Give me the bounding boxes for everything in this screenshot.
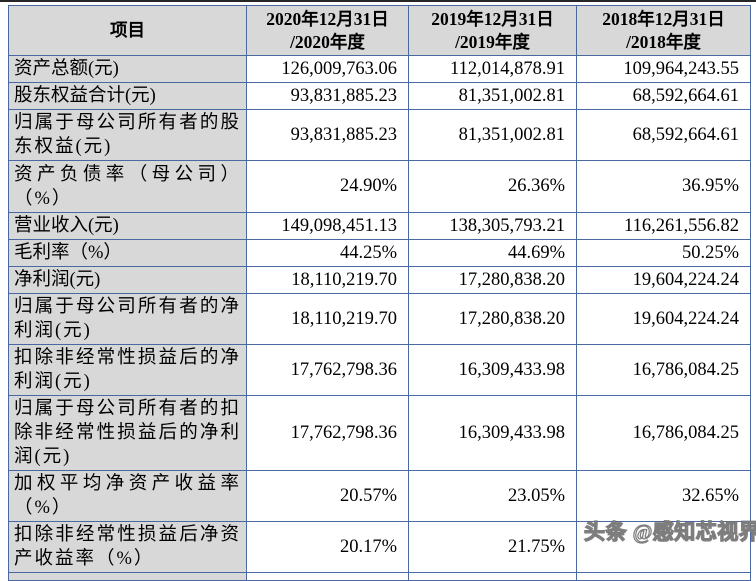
header-col-2019-date: 2019年12月31日 xyxy=(431,8,554,29)
cell-value xyxy=(576,572,751,581)
table-row: 扣除非经常性损益后的净利润(元) 17,762,798.36 16,309,433.… xyxy=(8,344,751,396)
row-label: 归属于母公司所有者的股东权益(元) xyxy=(8,109,247,161)
header-col-2019-period: /2019年度 xyxy=(455,31,530,52)
cell-value: 93,831,885.23 xyxy=(246,82,409,110)
cell-value: 16,309,433.98 xyxy=(408,395,577,471)
row-label: 股东权益合计(元) xyxy=(8,82,247,110)
cell-value xyxy=(576,521,751,573)
cell-value: 20.57% xyxy=(246,470,409,522)
cell-value: 23.05% xyxy=(408,470,577,522)
row-label: 资产负债率（母公司）（%） xyxy=(8,160,247,213)
table-row: 资产总额(元) 126,009,763.06 112,014,878.91 109,9… xyxy=(8,55,751,83)
table-row: 毛利率（%） 44.25% 44.69% 50.25% xyxy=(8,239,751,267)
cell-value: 19,604,224.24 xyxy=(576,293,751,345)
cell-value: 19,604,224.24 xyxy=(576,266,751,294)
table-row: 资产负债率（母公司）（%） 24.90% 26.36% 36.95% xyxy=(8,160,751,213)
row-label: 资产总额(元) xyxy=(8,55,247,83)
cell-value: 18,110,219.70 xyxy=(246,266,409,294)
cell-value: 16,786,084.25 xyxy=(576,395,751,471)
cell-value: 16,786,084.25 xyxy=(576,344,751,396)
cell-value: 17,762,798.36 xyxy=(246,395,409,471)
header-col-2020-date: 2020年12月31日 xyxy=(266,8,389,29)
cell-value: 81,351,002.81 xyxy=(408,82,577,110)
row-label: 营业收入(元) xyxy=(8,212,247,240)
row-label: 净利润(元) xyxy=(8,266,247,294)
cell-value: 93,831,885.23 xyxy=(246,109,409,161)
table-row: 归属于母公司所有者的扣除非经常性损益后的净利润(元) 17,762,798.36 1… xyxy=(8,395,751,471)
table-row: 扣除非经常性损益后净资产收益率（%） 20.17% 21.75% xyxy=(8,521,751,573)
header-row: 项目 2020年12月31日 /2020年度 2019年12月31日 /2019… xyxy=(8,5,751,56)
cell-value: 18,110,219.70 xyxy=(246,293,409,345)
table-row: 净利润(元) 18,110,219.70 17,280,838.20 19,604,2… xyxy=(8,266,751,294)
cell-value: 24.90% xyxy=(246,160,409,213)
cell-value: 68,592,664.61 xyxy=(576,109,751,161)
cell-value: 44.25% xyxy=(246,239,409,267)
cell-value: 20.17% xyxy=(246,521,409,573)
row-label: 加权平均净资产收益率（%） xyxy=(8,470,247,522)
cell-value: 50.25% xyxy=(576,239,751,267)
cell-value: 36.95% xyxy=(576,160,751,213)
cell-value: 138,305,793.21 xyxy=(408,212,577,240)
cell-value: 116,261,556.82 xyxy=(576,212,751,240)
cell-value: 126,009,763.06 xyxy=(246,55,409,83)
cell-value: 68,592,664.61 xyxy=(576,82,751,110)
cell-value: 17,280,838.20 xyxy=(408,293,577,345)
table-row: 归属于母公司所有者的净利润(元) 18,110,219.70 17,280,838.… xyxy=(8,293,751,345)
row-label: 归属于母公司所有者的净利润(元) xyxy=(8,293,247,345)
table-row: 归属于母公司所有者的股东权益(元) 93,831,885.23 81,351,002… xyxy=(8,109,751,161)
table-row: 加权平均净资产收益率（%） 20.57% 23.05% 32.65% xyxy=(8,470,751,522)
cell-value: 32.65% xyxy=(576,470,751,522)
financial-summary-table: 项目 2020年12月31日 /2020年度 2019年12月31日 /2019… xyxy=(8,5,751,581)
header-col-2020: 2020年12月31日 /2020年度 xyxy=(246,5,409,56)
cell-value: 17,762,798.36 xyxy=(246,344,409,396)
cell-value: 26.36% xyxy=(408,160,577,213)
top-edge-line xyxy=(0,0,756,2)
row-label: 归属于母公司所有者的扣除非经常性损益后的净利润(元) xyxy=(8,395,247,471)
cell-value: 109,964,243.55 xyxy=(576,55,751,83)
header-col-2018-date: 2018年12月31日 xyxy=(602,8,725,29)
cell-value: 149,098,451.13 xyxy=(246,212,409,240)
cell-value: 21.75% xyxy=(408,521,577,573)
cell-value: 81,351,002.81 xyxy=(408,109,577,161)
header-col-2020-period: /2020年度 xyxy=(290,31,365,52)
row-label: 毛利率（%） xyxy=(8,239,247,267)
cell-value: 44.69% xyxy=(408,239,577,267)
header-col-2018-period: /2018年度 xyxy=(626,31,701,52)
cell-value: 16,309,433.98 xyxy=(408,344,577,396)
cell-value xyxy=(246,572,409,581)
table-row: 营业收入(元) 149,098,451.13 138,305,793.21 116,2… xyxy=(8,212,751,240)
header-col-2019: 2019年12月31日 /2019年度 xyxy=(408,5,577,56)
table-row: 股东权益合计(元) 93,831,885.23 81,351,002.81 68,59… xyxy=(8,82,751,110)
header-col-2018: 2018年12月31日 /2018年度 xyxy=(576,5,751,56)
cell-value: 17,280,838.20 xyxy=(408,266,577,294)
table-row-cutoff xyxy=(8,572,751,581)
cell-value: 112,014,878.91 xyxy=(408,55,577,83)
header-item-label: 项目 xyxy=(8,5,247,56)
row-label: 扣除非经常性损益后净资产收益率（%） xyxy=(8,521,247,573)
row-label: 扣除非经常性损益后的净利润(元) xyxy=(8,344,247,396)
cell-value xyxy=(408,572,577,581)
row-label xyxy=(8,572,247,581)
